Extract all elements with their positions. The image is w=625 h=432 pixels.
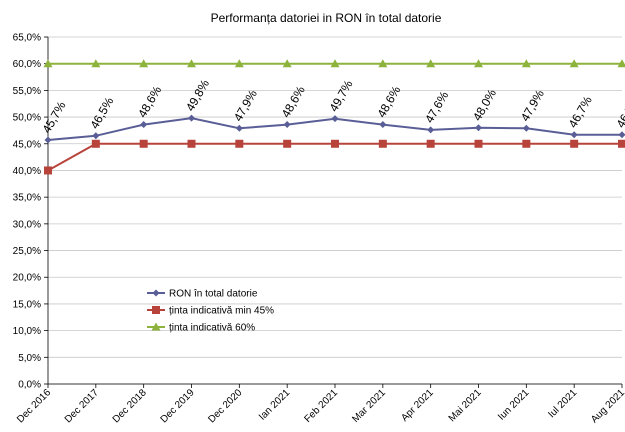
series-3-point (187, 59, 196, 68)
series-1-point (140, 121, 148, 129)
data-label: 48,6% (279, 83, 308, 120)
x-tick-label: Dec 2016 (15, 387, 53, 425)
x-tick-label: Ian 2021 (257, 387, 293, 423)
y-tick-label: 40,0% (13, 166, 41, 177)
series-1-point (92, 132, 100, 140)
y-tick-label: 15,0% (13, 299, 41, 310)
chart-title: Performanța datoriei in RON în total dat… (211, 11, 442, 25)
data-label: 48,0% (470, 87, 499, 124)
series-1-point (188, 114, 195, 122)
series-2-point (235, 139, 244, 148)
series-3-point (330, 59, 340, 68)
series-1-point (235, 124, 243, 132)
legend-label: ținta indicativă min 45% (169, 306, 274, 317)
series-3-point (234, 59, 244, 68)
y-tick-label: 20,0% (13, 273, 41, 284)
series-3-point (139, 59, 149, 68)
series-3-point (569, 59, 579, 68)
series-2-point (474, 139, 483, 148)
legend-label: ținta indicativă 60% (169, 323, 255, 334)
data-label: 49,8% (183, 77, 212, 114)
data-label: 46,5% (87, 95, 116, 132)
x-tick-label: Dec 2020 (206, 387, 244, 425)
data-label: 46,7% (613, 93, 625, 130)
series-3-point (426, 59, 436, 68)
series-3-point (617, 59, 625, 68)
series-1-point (283, 121, 291, 129)
series-1-point (379, 121, 387, 129)
y-tick-label: 60,0% (13, 59, 41, 70)
y-tick-label: 65,0% (13, 33, 41, 44)
series-2-point (426, 139, 435, 148)
x-tick-label: Apr 2021 (399, 387, 436, 424)
series-3-point (282, 59, 292, 68)
series-2-point (139, 139, 148, 148)
series-1-point (475, 124, 482, 132)
x-tick-label: Dec 2018 (111, 387, 149, 425)
y-tick-label: 10,0% (13, 326, 41, 337)
y-tick-label: 50,0% (13, 113, 41, 124)
series-3-point (474, 59, 483, 68)
data-label: 47,9% (518, 87, 547, 124)
y-tick-label: 0,0% (18, 380, 41, 391)
series-2-point (522, 139, 531, 148)
series-2-point (91, 139, 100, 148)
y-tick-label: 5,0% (18, 353, 41, 364)
series-1-point (618, 131, 625, 139)
data-label: 47,9% (231, 87, 260, 124)
data-label: 49,7% (326, 77, 355, 114)
series-2-point (187, 139, 196, 148)
series-2-point (378, 139, 387, 148)
series-2-point (44, 166, 52, 175)
y-tick-label: 30,0% (13, 219, 41, 230)
series-2-point (283, 139, 292, 148)
series-3-point (378, 59, 388, 68)
y-tick-label: 25,0% (13, 246, 41, 257)
series-3-point (43, 59, 53, 68)
y-tick-label: 45,0% (13, 139, 41, 150)
data-label: 46,7% (566, 93, 595, 130)
series-1-point (44, 136, 52, 144)
x-tick-label: Feb 2021 (302, 387, 340, 425)
x-tick-label: Iun 2021 (496, 387, 532, 423)
y-tick-label: 35,0% (13, 193, 41, 204)
x-tick-label: Dec 2017 (63, 387, 101, 425)
x-tick-label: Iul 2021 (546, 387, 579, 420)
legend-swatch-marker (151, 322, 161, 331)
y-tick-label: 55,0% (13, 86, 41, 97)
legend-swatch-marker (152, 306, 160, 314)
series-2-point (618, 139, 625, 148)
data-label: 48,6% (135, 83, 164, 120)
series-3-point (91, 59, 101, 68)
legend-swatch-marker (152, 289, 160, 297)
series-1-point (427, 126, 435, 134)
data-label: 47,6% (422, 89, 451, 126)
x-tick-label: Mai 2021 (447, 387, 484, 424)
x-tick-label: Mar 2021 (350, 387, 388, 425)
data-label: 48,6% (374, 83, 403, 120)
legend-label: RON în total datorie (169, 289, 258, 300)
x-tick-label: Dec 2019 (159, 387, 197, 425)
series-line-2 (47, 142, 622, 172)
series-1-point (570, 131, 578, 139)
x-tick-label: Aug 2021 (589, 387, 625, 425)
series-2-point (570, 139, 579, 148)
series-3-point (521, 59, 531, 68)
series-2-point (331, 139, 339, 148)
series-1-point (522, 124, 530, 132)
series-1-point (331, 115, 339, 123)
